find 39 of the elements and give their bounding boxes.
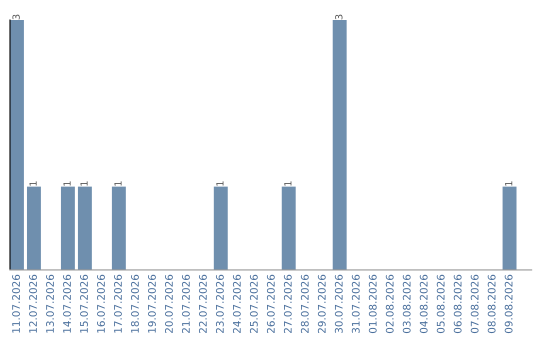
x-tick-label: 03.08.2026 bbox=[402, 274, 411, 334]
x-tick-label: 22.07.2026 bbox=[198, 274, 207, 334]
data-label: 1 bbox=[114, 181, 122, 186]
x-tick-label: 28.07.2026 bbox=[300, 274, 309, 334]
x-tick-label: 04.08.2026 bbox=[420, 274, 428, 334]
data-label: 1 bbox=[64, 181, 71, 186]
x-tick-label: 23.07.2026 bbox=[216, 274, 224, 334]
x-tick-label: 05.08.2026 bbox=[436, 274, 445, 334]
data-label: 1 bbox=[30, 181, 37, 186]
data-label: 1 bbox=[284, 181, 292, 186]
x-tick-label: 14.07.2026 bbox=[63, 274, 71, 333]
x-tick-label: 16.07.2026 bbox=[97, 274, 105, 333]
x-tick-label: 09.08.2026 bbox=[504, 274, 513, 334]
data-label: 3 bbox=[335, 14, 343, 20]
x-tick-label: 06.08.2026 bbox=[454, 274, 462, 334]
x-tick-label: 29.07.2026 bbox=[318, 274, 326, 334]
data-label: 3 bbox=[12, 14, 20, 20]
data-label: 1 bbox=[216, 181, 224, 186]
x-tick-label: 08.08.2026 bbox=[488, 274, 496, 334]
x-tick-label: 31.07.2026 bbox=[352, 274, 360, 333]
data-label: 1 bbox=[80, 181, 88, 186]
x-tick-label: 25.07.2026 bbox=[250, 274, 258, 334]
x-tick-label: 19.07.2026 bbox=[148, 274, 156, 333]
x-tick-label: 13.07.2026 bbox=[46, 274, 54, 333]
x-tick-label: 30.07.2026 bbox=[334, 274, 343, 333]
x-tick-label: 27.07.2026 bbox=[284, 274, 292, 334]
x-tick-label: 11.07.2026 bbox=[12, 274, 20, 333]
x-tick-label: 17.07.2026 bbox=[114, 274, 122, 333]
x-tick-label: 18.07.2026 bbox=[131, 274, 139, 333]
data-label: 1 bbox=[505, 181, 512, 186]
x-tick-label: 26.07.2026 bbox=[266, 274, 275, 334]
x-tick-label: 20.07.2026 bbox=[164, 274, 173, 334]
x-tick-label: 07.08.2026 bbox=[470, 274, 479, 334]
x-tick-label: 15.07.2026 bbox=[80, 274, 88, 333]
x-tick-label: 01.08.2026 bbox=[368, 274, 377, 334]
x-tick-label: 21.07.2026 bbox=[182, 274, 190, 334]
x-tick-label: 12.07.2026 bbox=[29, 274, 37, 333]
x-tick-label: 02.08.2026 bbox=[386, 274, 394, 334]
x-tick-label: 24.07.2026 bbox=[232, 274, 241, 334]
